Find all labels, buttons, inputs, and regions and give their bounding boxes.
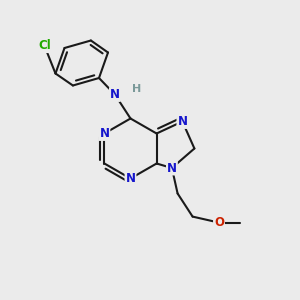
Text: Cl: Cl bbox=[38, 39, 51, 52]
Text: H: H bbox=[132, 83, 141, 94]
Text: N: N bbox=[177, 115, 188, 128]
Text: O: O bbox=[214, 216, 224, 229]
Text: N: N bbox=[125, 172, 136, 185]
Text: N: N bbox=[110, 88, 120, 101]
Text: N: N bbox=[99, 127, 110, 140]
Text: N: N bbox=[167, 161, 177, 175]
